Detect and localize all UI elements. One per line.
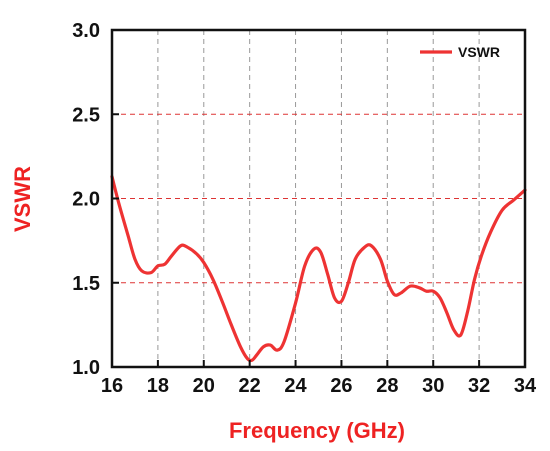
x-tick-label: 24 (284, 375, 307, 397)
y-tick-label: 2.5 (72, 104, 100, 126)
x-tick-label: 34 (514, 375, 537, 397)
x-tick-label: 28 (376, 375, 398, 397)
horizontal-grid (112, 113, 525, 284)
x-tick-labels: 16 18 20 22 24 26 28 30 32 34 (101, 375, 537, 397)
y-axis-title: VSWR (10, 166, 35, 232)
x-axis-title: Frequency (GHz) (229, 418, 405, 443)
x-tick-label: 16 (101, 375, 123, 397)
legend: VSWR (420, 44, 500, 60)
x-tick-label: 30 (422, 375, 444, 397)
x-tick-label: 26 (330, 375, 352, 397)
x-tick-label: 22 (239, 375, 261, 397)
y-tick-label: 1.0 (72, 357, 100, 379)
x-tick-label: 32 (468, 375, 490, 397)
y-tick-label: 2.0 (72, 189, 100, 211)
legend-label-vswr: VSWR (458, 44, 500, 60)
y-tick-label: 3.0 (72, 20, 100, 42)
axis-ticks (111, 29, 526, 368)
series-line-vswr (110, 175, 527, 363)
y-tick-labels: 1.0 1.5 2.0 2.5 3.0 (72, 20, 100, 379)
vertical-grid (157, 30, 480, 367)
x-tick-label: 20 (193, 375, 215, 397)
y-tick-label: 1.5 (72, 273, 100, 295)
x-tick-label: 18 (147, 375, 169, 397)
